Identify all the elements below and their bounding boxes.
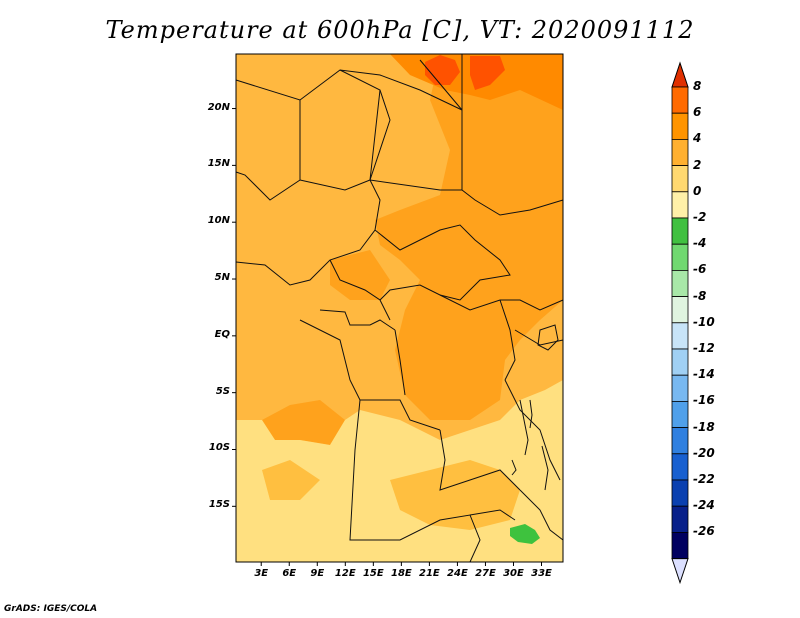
lat-label: 5N	[214, 272, 230, 284]
colorbar-level-label: 0	[693, 183, 702, 198]
colorbar-box	[671, 269, 689, 297]
colorbar-bottom-triangle	[671, 558, 689, 585]
lon-ticks	[260, 562, 543, 566]
colorbar-top-triangle	[671, 61, 689, 88]
colorbar-level-label: 6	[693, 105, 702, 120]
colorbar-level-label: -8	[693, 288, 707, 303]
colorbar-box	[671, 532, 689, 560]
colorbar-box	[671, 348, 689, 376]
lakes	[511, 324, 559, 491]
lon-label: 12E	[334, 568, 356, 579]
lon-label: 21E	[419, 568, 440, 579]
colorbar-box	[671, 165, 689, 193]
colorbar-box	[671, 322, 689, 350]
colorbar-level-label: 4	[693, 131, 702, 146]
colorbar-box	[671, 112, 689, 140]
colorbar-box	[671, 427, 689, 455]
lon-label: 15E	[362, 568, 384, 579]
lat-label: 15S	[208, 499, 230, 511]
colorbar-level-label: -20	[693, 445, 715, 460]
region-warm-southwest	[262, 400, 345, 445]
region-hottest-north	[425, 55, 505, 90]
colorbar-level-label: 2	[693, 157, 702, 172]
colorbar-box	[671, 138, 689, 166]
lon-label: 24E	[447, 568, 468, 579]
colorbar-box	[671, 243, 689, 271]
colorbar-level-label: -22	[693, 472, 715, 486]
lat-ticks	[232, 108, 236, 507]
lon-label: 3E	[254, 568, 269, 579]
lat-label: EQ	[214, 328, 230, 340]
colorbar-box	[671, 453, 689, 481]
colorbar-box	[671, 374, 689, 402]
colorbar-box	[671, 505, 689, 533]
colorbar-level-label: -6	[693, 262, 707, 277]
colorbar-box	[671, 296, 689, 324]
colorbar-box	[671, 479, 689, 507]
colorbar-box	[671, 400, 689, 428]
colorbar	[671, 61, 689, 585]
colorbar-box	[671, 191, 689, 219]
map-title: Temperature at 600hPa [C], VT: 202009111…	[105, 16, 695, 44]
colorbar-level-label: -12	[693, 341, 715, 355]
lat-label: 5S	[215, 385, 230, 397]
lon-label: 27E	[475, 568, 496, 579]
region-mild-southwest	[262, 460, 320, 500]
colorbar-level-label: -2	[693, 210, 707, 224]
colorbar-level-label: -26	[693, 524, 715, 539]
colorbar-level-label: -4	[693, 236, 707, 251]
colorbar-level-label: 8	[693, 79, 702, 93]
colorbar-level-label: -16	[693, 393, 715, 408]
lon-label: 30E	[503, 568, 524, 579]
lon-label: 6E	[282, 568, 297, 579]
colorbar-level-label: -24	[693, 498, 715, 513]
lat-label: 10S	[208, 442, 230, 454]
lon-label: 33E	[531, 568, 552, 579]
lon-label: 9E	[310, 568, 325, 579]
region-cold-patch	[510, 524, 540, 544]
region-warm-east	[375, 54, 563, 420]
country-boundaries	[235, 54, 564, 563]
colorbar-level-label: -14	[693, 367, 715, 382]
lat-label: 20N	[207, 101, 230, 113]
colorbar-box	[671, 217, 689, 245]
footer-credit: GrADS: IGES/COLA	[4, 604, 98, 614]
lat-label: 15N	[207, 158, 230, 170]
region-warm-center	[330, 250, 390, 300]
lat-label: 10N	[207, 215, 230, 227]
lon-label: 18E	[390, 568, 412, 579]
map-frame	[235, 53, 564, 563]
colorbar-level-label: -18	[693, 419, 715, 434]
colorbar-level-label: -10	[693, 314, 715, 329]
colorbar-box	[671, 86, 689, 114]
